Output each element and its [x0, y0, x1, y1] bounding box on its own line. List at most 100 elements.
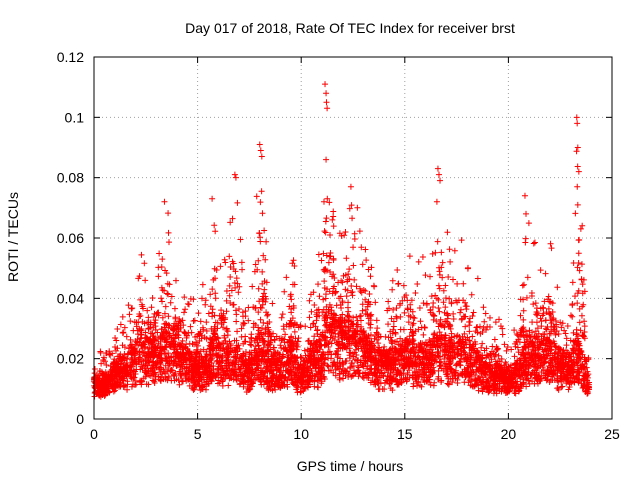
data-point: [218, 307, 225, 314]
data-point: [552, 331, 559, 338]
data-point: [387, 370, 394, 377]
data-point: [142, 361, 149, 368]
data-point: [245, 381, 252, 388]
data-point: [523, 371, 530, 378]
data-point: [234, 351, 241, 358]
data-point: [269, 300, 276, 307]
data-point: [574, 183, 581, 190]
data-point: [494, 380, 501, 387]
data-point: [319, 309, 326, 316]
data-point: [347, 349, 354, 356]
data-point: [499, 325, 506, 332]
data-point: [363, 257, 370, 264]
data-point: [114, 325, 121, 332]
data-point: [398, 379, 405, 386]
data-point: [182, 345, 189, 352]
data-point: [549, 309, 556, 316]
data-point: [234, 328, 241, 335]
data-point: [255, 342, 262, 349]
data-point: [430, 335, 437, 342]
data-point: [198, 356, 205, 363]
data-point: [268, 368, 275, 375]
data-point: [537, 341, 544, 348]
data-point: [534, 339, 541, 346]
data-point: [563, 342, 570, 349]
data-point: [528, 357, 535, 364]
data-point: [366, 301, 373, 308]
data-point: [472, 372, 479, 379]
data-point: [280, 353, 287, 360]
data-point: [359, 307, 366, 314]
data-point: [435, 282, 442, 289]
data-point: [290, 257, 297, 264]
data-point: [307, 324, 314, 331]
data-point: [408, 348, 415, 355]
data-point: [375, 340, 382, 347]
data-point: [153, 364, 160, 371]
data-point: [422, 272, 429, 279]
data-point: [529, 319, 536, 326]
data-point: [171, 305, 178, 312]
data-point: [435, 348, 442, 355]
data-point: [386, 305, 393, 312]
data-point: [261, 341, 268, 348]
data-point: [130, 367, 137, 374]
data-point: [327, 268, 334, 275]
data-point: [253, 358, 260, 365]
data-point: [141, 320, 148, 327]
data-point: [103, 362, 110, 369]
data-point: [530, 301, 537, 308]
data-point: [152, 334, 159, 341]
data-point: [245, 375, 252, 382]
data-point: [165, 373, 172, 380]
data-point: [314, 371, 321, 378]
data-point: [406, 253, 413, 260]
data-point: [487, 350, 494, 357]
data-point: [393, 315, 400, 322]
data-point: [98, 360, 105, 367]
data-point: [508, 346, 515, 353]
data-point: [364, 349, 371, 356]
data-point: [281, 288, 288, 295]
data-point: [323, 309, 330, 316]
data-point: [255, 257, 262, 264]
data-point: [392, 376, 399, 383]
data-point: [447, 342, 454, 349]
data-point: [284, 381, 291, 388]
data-point: [295, 324, 302, 331]
data-point: [328, 329, 335, 336]
data-point: [267, 385, 274, 392]
data-point: [478, 379, 485, 386]
data-point: [321, 317, 328, 324]
data-point: [250, 304, 257, 311]
data-point: [355, 345, 362, 352]
data-point: [362, 287, 369, 294]
data-point: [261, 227, 268, 234]
data-point: [124, 386, 131, 393]
data-point: [263, 309, 270, 316]
data-point: [340, 361, 347, 368]
data-point: [258, 188, 265, 195]
data-point: [107, 352, 114, 359]
data-point: [328, 304, 335, 311]
data-point: [491, 353, 498, 360]
data-point: [161, 368, 168, 375]
data-point: [214, 319, 221, 326]
data-point: [287, 342, 294, 349]
data-point: [458, 237, 465, 244]
data-point: [314, 384, 321, 391]
data-point: [549, 316, 556, 323]
data-point: [256, 229, 263, 236]
data-point: [321, 278, 328, 285]
data-point: [231, 368, 238, 375]
data-point: [415, 258, 422, 265]
data-point: [154, 359, 161, 366]
data-point: [124, 378, 131, 385]
data-point: [339, 311, 346, 318]
data-point: [444, 229, 451, 236]
data-point: [265, 342, 272, 349]
data-point: [142, 353, 149, 360]
data-point: [337, 293, 344, 300]
data-point: [294, 338, 301, 345]
data-point: [167, 343, 174, 350]
